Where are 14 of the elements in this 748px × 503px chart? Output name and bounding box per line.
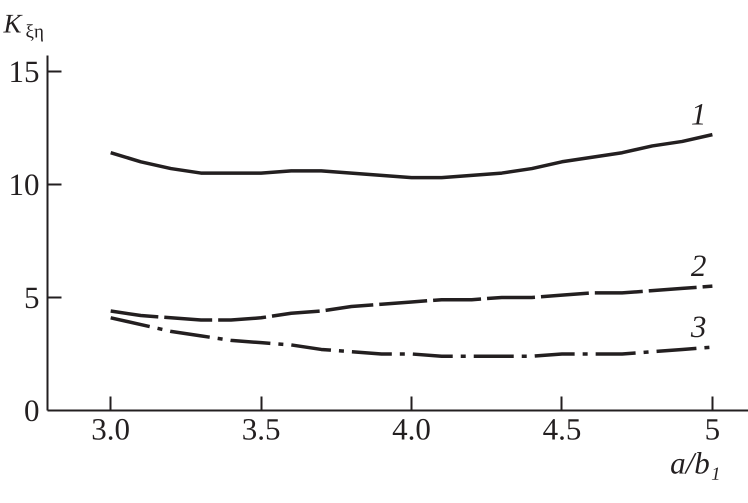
series-label: 1	[690, 96, 706, 132]
x-axis-title: a/b₁	[670, 446, 720, 480]
y-tick-label: 15	[8, 54, 40, 89]
x-tick-label: 4.0	[392, 412, 431, 446]
y-tick-label: 5	[24, 280, 40, 315]
y-tick-label: 10	[8, 166, 40, 202]
x-tick-label: 4.5	[542, 412, 582, 446]
line-series	[108, 132, 714, 180]
series-label: 3	[690, 309, 706, 344]
y-tick-label: 0	[24, 393, 40, 428]
x-tick-label: 5	[704, 412, 720, 446]
x-tick-label: 3.5	[242, 412, 280, 446]
series-label: 2	[690, 248, 706, 284]
x-tick-label: 3.0	[91, 412, 130, 446]
